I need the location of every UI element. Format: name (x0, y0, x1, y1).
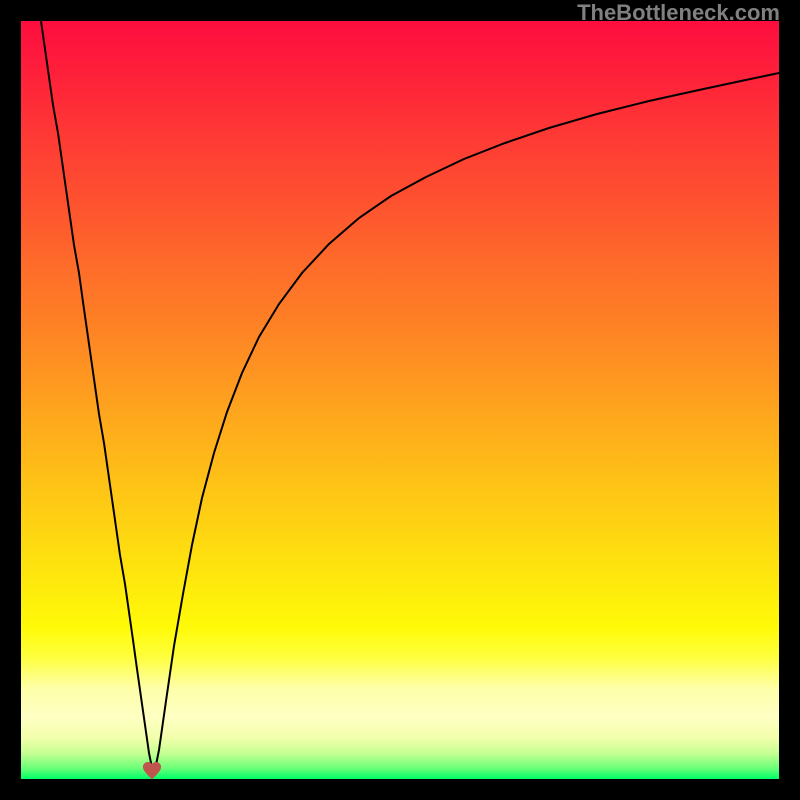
heart-icon (143, 762, 161, 779)
bottleneck-curve (41, 21, 779, 771)
plot-area (21, 21, 779, 779)
watermark-text: TheBottleneck.com (577, 0, 780, 26)
chart-container: TheBottleneck.com (0, 0, 800, 800)
min-point-heart-marker (142, 761, 162, 781)
curve-layer (21, 21, 779, 779)
